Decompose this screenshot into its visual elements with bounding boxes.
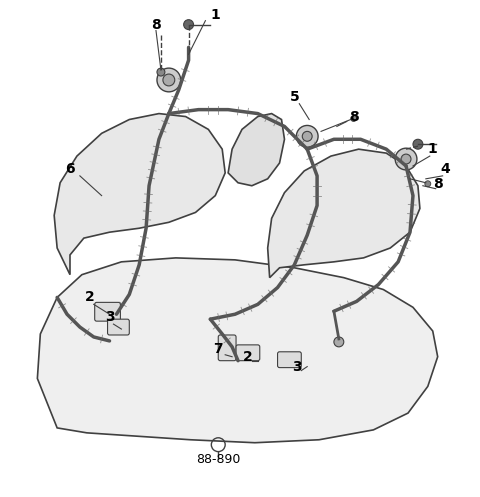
Text: 3: 3: [105, 310, 114, 324]
Text: 1: 1: [428, 142, 438, 156]
Circle shape: [395, 148, 417, 170]
Polygon shape: [268, 149, 420, 278]
Circle shape: [296, 125, 318, 147]
Text: 8: 8: [433, 177, 443, 191]
Text: 8: 8: [151, 17, 161, 32]
Circle shape: [351, 116, 357, 121]
Circle shape: [157, 68, 165, 76]
Text: 3: 3: [292, 360, 302, 374]
FancyBboxPatch shape: [95, 302, 120, 321]
Text: 7: 7: [214, 342, 223, 356]
Text: 2: 2: [243, 350, 253, 364]
Circle shape: [163, 74, 175, 86]
Polygon shape: [37, 258, 438, 443]
Text: 2: 2: [85, 290, 95, 305]
Text: 8: 8: [349, 109, 359, 124]
Circle shape: [401, 154, 411, 164]
Circle shape: [157, 68, 180, 92]
Polygon shape: [54, 114, 225, 275]
Circle shape: [334, 337, 344, 347]
Text: 4: 4: [441, 162, 450, 176]
Circle shape: [302, 131, 312, 141]
Text: 1: 1: [210, 8, 220, 22]
FancyBboxPatch shape: [236, 345, 260, 361]
Circle shape: [425, 181, 431, 187]
Circle shape: [413, 139, 423, 149]
Text: 6: 6: [65, 162, 75, 176]
FancyBboxPatch shape: [218, 335, 236, 361]
Polygon shape: [228, 114, 285, 186]
FancyBboxPatch shape: [108, 319, 129, 335]
Text: 88-890: 88-890: [196, 453, 240, 466]
Circle shape: [184, 20, 193, 29]
FancyBboxPatch shape: [277, 352, 301, 368]
Text: 5: 5: [289, 90, 299, 104]
